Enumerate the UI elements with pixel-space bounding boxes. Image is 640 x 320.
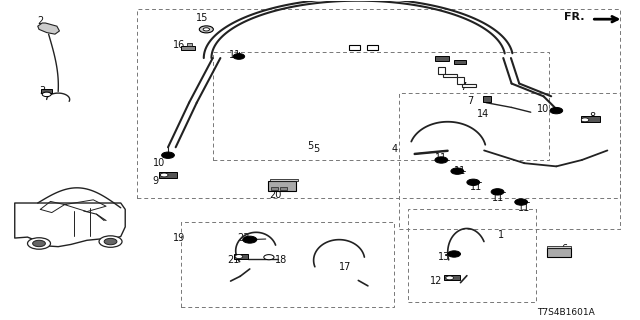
Circle shape [550, 108, 563, 114]
Circle shape [448, 251, 461, 257]
Circle shape [491, 189, 504, 195]
Circle shape [99, 236, 122, 247]
Bar [458, 76, 464, 84]
Text: 17: 17 [339, 262, 351, 272]
Bar [181, 222, 394, 307]
Circle shape [33, 240, 45, 247]
Text: 11: 11 [229, 50, 241, 60]
Text: 3: 3 [39, 86, 45, 97]
Circle shape [104, 238, 117, 245]
Bar [438, 67, 445, 74]
Circle shape [515, 199, 527, 205]
Circle shape [161, 173, 168, 177]
Text: T7S4B1601A: T7S4B1601A [537, 308, 595, 317]
Bar [435, 56, 449, 60]
Text: 15: 15 [196, 13, 209, 23]
Circle shape [203, 28, 209, 31]
Bar [268, 181, 296, 191]
Text: 4: 4 [392, 144, 397, 154]
Text: 5: 5 [307, 141, 314, 151]
Text: 6: 6 [561, 244, 568, 254]
Text: 7: 7 [467, 96, 473, 106]
Circle shape [467, 179, 479, 186]
Text: 18: 18 [275, 255, 287, 265]
Circle shape [264, 255, 274, 260]
Bar [159, 172, 177, 178]
Text: 20: 20 [269, 190, 282, 200]
Bar [367, 45, 378, 50]
Text: 11: 11 [470, 182, 483, 192]
Bar [580, 116, 600, 123]
Text: 19: 19 [173, 233, 186, 243]
Text: 12: 12 [430, 276, 442, 286]
Text: 21: 21 [227, 255, 240, 265]
Bar [271, 187, 278, 190]
Text: 10: 10 [153, 158, 165, 168]
Bar [349, 45, 360, 50]
Bar [186, 44, 191, 46]
Text: 22: 22 [237, 233, 250, 243]
Circle shape [162, 152, 174, 158]
Circle shape [28, 238, 51, 249]
Bar [399, 93, 620, 228]
Bar [547, 246, 571, 248]
Text: 7: 7 [461, 82, 467, 92]
Text: 13: 13 [438, 252, 451, 262]
Circle shape [446, 276, 454, 280]
Bar [137, 9, 620, 198]
Circle shape [451, 168, 464, 174]
Text: 1: 1 [497, 230, 504, 240]
Polygon shape [38, 23, 60, 34]
Circle shape [243, 236, 257, 243]
Bar [462, 84, 476, 87]
Text: 11: 11 [518, 203, 530, 213]
Text: 14: 14 [476, 109, 489, 119]
Circle shape [199, 26, 213, 33]
Bar [483, 96, 490, 102]
Circle shape [235, 255, 243, 259]
Bar [408, 209, 536, 302]
Text: FR.: FR. [564, 12, 584, 22]
Text: 11: 11 [435, 153, 447, 164]
Bar [181, 46, 195, 50]
Bar [280, 187, 287, 190]
Text: 16: 16 [173, 40, 186, 50]
Circle shape [435, 157, 448, 163]
Bar [41, 89, 52, 93]
Text: 11: 11 [492, 193, 505, 203]
Bar [454, 60, 466, 64]
Bar [547, 248, 571, 257]
Text: 11: 11 [454, 166, 467, 176]
Bar [443, 74, 457, 77]
Text: 10: 10 [537, 104, 549, 114]
Text: 8: 8 [589, 112, 596, 122]
Text: 5: 5 [314, 144, 320, 154]
Circle shape [233, 53, 244, 59]
Bar [234, 254, 248, 259]
Bar [212, 52, 548, 160]
Text: 9: 9 [153, 176, 159, 186]
Bar [444, 275, 461, 280]
Circle shape [581, 118, 589, 122]
Bar [270, 179, 298, 181]
Text: 2: 2 [38, 16, 44, 27]
Circle shape [42, 92, 51, 97]
